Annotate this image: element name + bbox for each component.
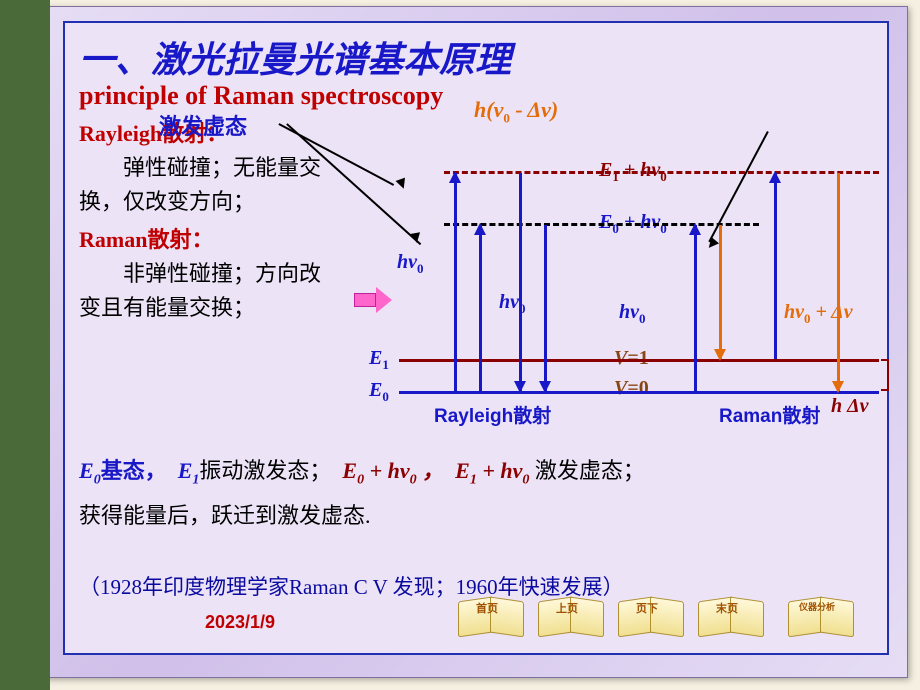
incident-light-arrow-icon bbox=[354, 287, 392, 313]
label-E0: E0 bbox=[369, 379, 389, 405]
virtual-state-label: 激发虚态 bbox=[159, 109, 247, 141]
nav-first-button[interactable]: 首页 bbox=[455, 599, 525, 643]
transition-arrow-3 bbox=[544, 225, 547, 391]
slide-date: 2023/1/9 bbox=[205, 612, 275, 633]
body-area: Rayleigh散射： 弹性碰撞；无能量交换，仅改变方向； Raman散射： 非… bbox=[79, 111, 873, 551]
raman-label: Raman散射： bbox=[79, 227, 213, 252]
bottom-line2: 获得能量后，跃迁到激发虚态. bbox=[79, 498, 879, 533]
nav-prev-button[interactable]: 上页 bbox=[535, 599, 605, 643]
bt-E0: E0 bbox=[79, 458, 101, 483]
title-chinese: 一、激光拉曼光谱基本原理 bbox=[79, 31, 873, 83]
pointer-head-3 bbox=[705, 237, 719, 251]
transition-arrow-2 bbox=[519, 173, 522, 391]
transition-arrow-4 bbox=[694, 225, 697, 391]
energy-level-virtual_high bbox=[444, 171, 879, 174]
bt-E1hv0: E1 + hν0 bbox=[455, 458, 535, 483]
label-hdv: h Δν bbox=[831, 395, 869, 418]
bottom-explanation: E0基态， E1振动激发态； E0 + hν0 ， E1 + hν0 激发虚态；… bbox=[79, 453, 879, 533]
energy-level-E1 bbox=[399, 359, 879, 362]
nav-analysis-button[interactable]: 仪器分析 bbox=[785, 599, 855, 643]
slide-page: 一、激光拉曼光谱基本原理 principle of Raman spectros… bbox=[42, 6, 908, 678]
energy-level-E0 bbox=[399, 391, 879, 394]
left-description: Rayleigh散射： 弹性碰撞；无能量交换，仅改变方向； Raman散射： 非… bbox=[79, 117, 339, 326]
spiral-binding bbox=[0, 0, 50, 690]
caption-rayleigh: Rayleigh散射 bbox=[434, 401, 551, 428]
label-V0: V=0 bbox=[614, 377, 649, 400]
raman-desc: 非弹性碰撞；方向改变且有能量交换； bbox=[79, 257, 339, 325]
nav-last-button[interactable]: 末页 bbox=[695, 599, 765, 643]
transition-arrow-6 bbox=[774, 173, 777, 359]
rayleigh-desc: 弹性碰撞；无能量交换，仅改变方向； bbox=[79, 151, 339, 219]
bracket-hdv bbox=[881, 359, 889, 391]
transition-arrow-1 bbox=[479, 225, 482, 391]
transition-arrow-0 bbox=[454, 173, 457, 391]
label-hv0-1: hν0 bbox=[397, 251, 424, 277]
energy-level-virtual_low bbox=[444, 223, 759, 226]
caption-raman: Raman散射 bbox=[719, 401, 820, 428]
energy-diagram: E1 E0 V=1 V=0 E1 + hν0 E0 + hν0 hν0 hν0 … bbox=[339, 111, 884, 451]
bt-E0hv0: E0 + hν0 ， bbox=[342, 458, 449, 483]
slide-content: 一、激光拉曼光谱基本原理 principle of Raman spectros… bbox=[63, 21, 889, 655]
nav-next-button[interactable]: 页下 bbox=[615, 599, 685, 643]
footer-bar: 2023/1/9 首页 上页 页下 末页 仪器分析 bbox=[65, 595, 887, 645]
bt-E1: E1 bbox=[178, 458, 200, 483]
pointer-head-1 bbox=[396, 178, 409, 191]
label-E1: E1 bbox=[369, 347, 389, 373]
label-hv0-plus-dv: hν0 + Δν bbox=[784, 301, 853, 327]
transition-arrow-5 bbox=[719, 225, 722, 359]
pointer-head-2 bbox=[410, 232, 422, 244]
transition-arrow-7 bbox=[837, 173, 840, 391]
label-hv0-3: hν0 bbox=[619, 301, 646, 327]
